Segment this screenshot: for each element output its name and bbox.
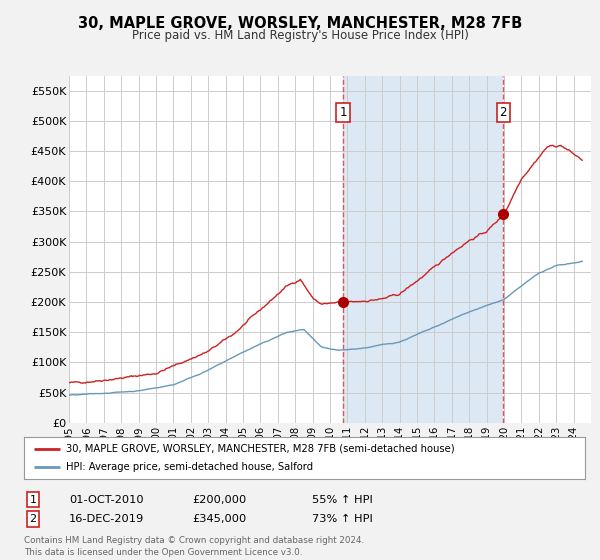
- Text: £200,000: £200,000: [192, 494, 246, 505]
- Text: 1: 1: [339, 105, 347, 119]
- Text: 55% ↑ HPI: 55% ↑ HPI: [312, 494, 373, 505]
- Text: 2: 2: [29, 514, 37, 524]
- Text: 01-OCT-2010: 01-OCT-2010: [69, 494, 143, 505]
- Text: 2: 2: [500, 105, 507, 119]
- Text: 30, MAPLE GROVE, WORSLEY, MANCHESTER, M28 7FB: 30, MAPLE GROVE, WORSLEY, MANCHESTER, M2…: [78, 16, 522, 31]
- Text: 16-DEC-2019: 16-DEC-2019: [69, 514, 144, 524]
- Text: 30, MAPLE GROVE, WORSLEY, MANCHESTER, M28 7FB (semi-detached house): 30, MAPLE GROVE, WORSLEY, MANCHESTER, M2…: [66, 444, 455, 454]
- Text: 1: 1: [29, 494, 37, 505]
- Text: 73% ↑ HPI: 73% ↑ HPI: [312, 514, 373, 524]
- Text: £345,000: £345,000: [192, 514, 246, 524]
- Text: Contains HM Land Registry data © Crown copyright and database right 2024.
This d: Contains HM Land Registry data © Crown c…: [24, 536, 364, 557]
- Text: HPI: Average price, semi-detached house, Salford: HPI: Average price, semi-detached house,…: [66, 462, 313, 472]
- Text: Price paid vs. HM Land Registry's House Price Index (HPI): Price paid vs. HM Land Registry's House …: [131, 29, 469, 42]
- Bar: [343, 76, 503, 423]
